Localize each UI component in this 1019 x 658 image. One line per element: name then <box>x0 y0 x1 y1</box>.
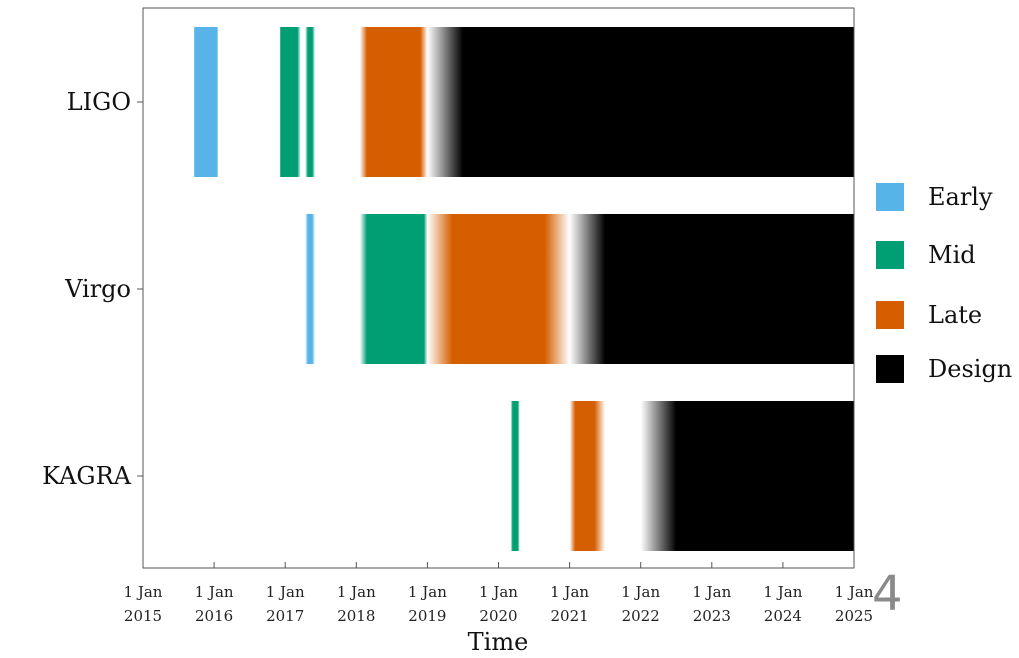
legend-swatch-early <box>876 183 904 211</box>
x-tick-label-bottom-10: 2025 <box>835 607 873 625</box>
x-tick-label-bottom-1: 2016 <box>195 607 233 625</box>
x-tick-label-top-0: 1 Jan <box>124 583 163 601</box>
virgo-early-segment-0 <box>305 214 316 364</box>
ligo-late-segment-3 <box>359 27 428 177</box>
x-axis: 1 Jan 2015 1 Jan 2016 1 Jan 2017 1 Jan 2018 1 Ja… <box>124 562 874 625</box>
x-tick-label-bottom-0: 2015 <box>124 607 162 625</box>
x-tick-label-bottom-9: 2024 <box>764 607 802 625</box>
x-tick-label-bottom-6: 2021 <box>551 607 589 625</box>
ligo-mid-segment-2 <box>305 27 316 177</box>
page-number: 4 <box>872 566 903 622</box>
legend-label-mid: Mid <box>928 241 976 269</box>
legend-swatch-late <box>876 301 904 329</box>
kagra-late-segment-1 <box>569 401 606 551</box>
legend-swatch-mid <box>876 241 904 269</box>
y-tick-label-ligo: LIGO <box>67 88 131 116</box>
x-tick-label-bottom-2: 2017 <box>266 607 304 625</box>
y-tick-label-virgo: Virgo <box>64 275 131 303</box>
virgo-design-segment-3 <box>569 214 854 364</box>
x-tick-label-top-1: 1 Jan <box>195 583 234 601</box>
x-tick-label-bottom-8: 2023 <box>693 607 731 625</box>
x-tick-label-top-9: 1 Jan <box>763 583 802 601</box>
x-tick-label-top-10: 1 Jan <box>835 583 874 601</box>
x-tick-label-top-2: 1 Jan <box>266 583 305 601</box>
y-axis: LIGO Virgo KAGRA <box>42 88 143 490</box>
legend-label-early: Early <box>928 183 993 211</box>
kagra-mid-segment-0 <box>510 401 520 551</box>
x-tick-label-bottom-5: 2020 <box>479 607 517 625</box>
ligo-design-segment-4 <box>427 27 854 177</box>
legend: Early Mid Late Design <box>876 183 1012 383</box>
legend-label-late: Late <box>928 301 982 329</box>
legend-label-design: Design <box>928 355 1012 383</box>
x-tick-label-top-8: 1 Jan <box>692 583 731 601</box>
plot-area <box>194 27 854 551</box>
x-tick-label-bottom-3: 2018 <box>337 607 375 625</box>
ligo-mid-segment-1 <box>280 27 301 177</box>
virgo-mid-segment-1 <box>359 214 428 364</box>
x-axis-label: Time <box>468 628 529 656</box>
x-tick-label-top-5: 1 Jan <box>479 583 518 601</box>
x-tick-label-bottom-4: 2019 <box>408 607 446 625</box>
x-tick-label-top-3: 1 Jan <box>337 583 376 601</box>
x-tick-label-bottom-7: 2022 <box>622 607 660 625</box>
ligo-early-segment-0 <box>194 27 218 177</box>
x-tick-label-top-4: 1 Jan <box>408 583 447 601</box>
x-tick-label-top-7: 1 Jan <box>621 583 660 601</box>
virgo-late-segment-2 <box>427 214 570 364</box>
y-tick-label-kagra: KAGRA <box>42 462 132 490</box>
legend-swatch-design <box>876 355 904 383</box>
x-tick-label-top-6: 1 Jan <box>550 583 589 601</box>
kagra-design-segment-2 <box>640 401 854 551</box>
